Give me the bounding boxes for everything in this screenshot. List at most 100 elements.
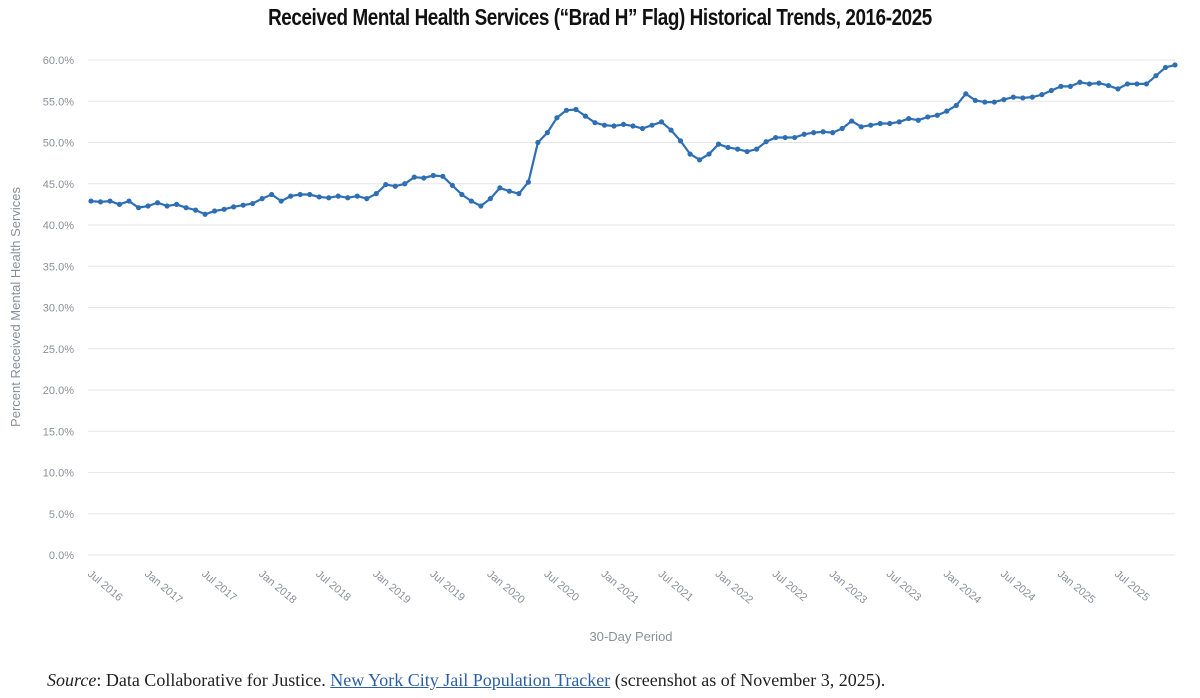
x-tick-label: Jul 2017 [199,568,239,604]
data-point [516,191,522,197]
data-point [278,198,284,204]
data-point [773,134,779,141]
x-tick-label: Jul 2018 [313,568,353,604]
data-point [506,188,512,194]
data-point [715,141,722,147]
y-axis-label: Percent Received Mental Health Services [8,187,23,427]
data-point [345,195,351,201]
data-point [563,107,570,113]
data-point [478,203,484,209]
y-tick-label: 25.0% [43,344,74,356]
data-point [544,130,551,136]
data-point [906,115,912,122]
data-point [259,196,265,202]
data-point [288,193,294,199]
data-point [639,125,646,132]
data-point [649,122,655,128]
data-point [126,198,132,204]
data-point [145,203,151,209]
chart-title: Received Mental Health Services (“Brad H… [268,4,932,30]
data-point [364,196,370,202]
data-point [896,119,902,125]
data-point [1172,62,1178,68]
data-point [1143,81,1150,87]
y-tick-label: 50.0% [43,138,74,150]
data-point [792,134,798,141]
x-tick-label: Jul 2021 [656,568,696,604]
data-point [468,198,474,204]
data-point [887,120,893,127]
data-point [944,108,950,114]
data-point [231,204,237,210]
data-point [487,196,493,202]
data-point [830,130,836,136]
data-point [107,198,113,204]
data-point [554,115,560,121]
y-tick-label: 15.0% [43,426,74,438]
y-tick-label: 10.0% [43,468,74,480]
data-point [164,203,170,209]
data-point [154,200,161,206]
data-point [1096,80,1102,86]
data-point [354,193,360,199]
data-point [183,205,189,211]
data-point [1153,73,1159,79]
y-tick-label: 60.0% [43,55,74,67]
data-point [706,151,712,157]
data-point [430,172,436,179]
data-point [1134,81,1140,87]
data-point [658,119,665,125]
x-tick-label: Jan 2017 [142,568,184,606]
y-tick-label: 55.0% [43,96,74,108]
data-point [1058,83,1064,89]
source-label: Source [47,670,97,690]
data-point [744,148,750,155]
data-point [383,181,389,188]
x-tick-label: Jan 2025 [1055,568,1097,606]
data-point [250,200,256,207]
y-axis-ticks: 0.0% 5.0% 10.0% 15.0% 20.0% 25.0% 30.0% 35.0% 40… [43,55,74,562]
source-text: : Data Collaborative for Justice. [96,670,331,690]
data-point [373,191,379,197]
gridlines [88,59,1175,556]
y-tick-label: 45.0% [43,179,74,191]
data-point [269,191,275,198]
data-point [1105,82,1112,89]
data-point [820,129,826,135]
data-point [801,131,807,137]
data-point [440,173,446,179]
y-tick-label: 30.0% [43,303,74,315]
data-point [1067,83,1074,89]
data-point [877,120,883,127]
data-point [88,198,94,204]
data-point [411,174,417,180]
y-tick-label: 35.0% [43,261,74,273]
data-point [1124,81,1131,87]
data-point [849,118,855,124]
x-tick-label: Jan 2024 [941,568,983,606]
data-point [459,191,465,198]
data-point [116,201,123,207]
data-point [1077,79,1083,85]
data-point [991,99,997,105]
y-tick-label: 0.0% [49,550,74,562]
x-tick-label: Jan 2021 [599,568,641,606]
data-point [611,123,617,129]
data-point [677,138,684,144]
data-point [1029,94,1035,100]
data-point [839,125,845,132]
data-point [192,207,199,213]
data-point [421,175,427,181]
data-point [668,127,674,133]
data-point [1048,87,1054,94]
data-point [763,139,769,145]
data-point [934,112,940,118]
data-point [212,208,218,214]
x-tick-label: Jan 2023 [827,568,869,606]
x-tick-label: Jul 2024 [998,568,1038,604]
tracker-link[interactable]: New York City Jail Population Tracker [330,670,611,690]
source-note: Source: Data Collaborative for Justice. … [47,670,885,691]
data-point [240,202,246,208]
data-point [535,139,541,146]
data-point [868,122,874,128]
